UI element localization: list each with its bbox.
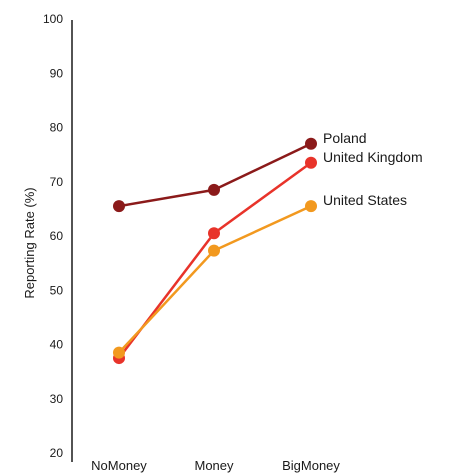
data-point <box>305 156 317 169</box>
data-point <box>208 244 220 257</box>
y-axis-title: Reporting Rate (%) <box>22 187 37 298</box>
data-point <box>113 346 125 359</box>
y-tick-label: 20 <box>50 446 64 460</box>
y-tick-label: 40 <box>50 338 64 352</box>
y-tick-label: 80 <box>50 121 64 135</box>
x-category-label: Money <box>194 458 234 473</box>
x-category-label: NoMoney <box>91 458 147 473</box>
data-point <box>208 227 220 240</box>
series-label: United States <box>323 192 407 208</box>
x-category-labels: NoMoney Money BigMoney <box>91 458 340 473</box>
series-label: United Kingdom <box>323 149 423 165</box>
series-line <box>118 142 312 208</box>
x-category-label: BigMoney <box>282 458 340 473</box>
data-point <box>208 183 220 196</box>
series-label: Poland <box>323 130 367 146</box>
series-labels: Poland United Kingdom United States <box>323 130 423 208</box>
y-tick-label: 100 <box>43 12 63 26</box>
y-tick-label: 30 <box>50 392 64 406</box>
y-tick-label: 90 <box>50 66 64 80</box>
y-tick-label: 60 <box>50 229 64 243</box>
data-point <box>305 137 317 150</box>
data-point <box>305 200 317 213</box>
y-tick-label: 50 <box>50 283 64 297</box>
y-tick-labels: 20 30 40 50 60 70 80 90 100 <box>43 12 63 460</box>
y-tick-label: 70 <box>50 175 64 189</box>
data-point <box>113 200 125 213</box>
series-group <box>113 137 317 365</box>
